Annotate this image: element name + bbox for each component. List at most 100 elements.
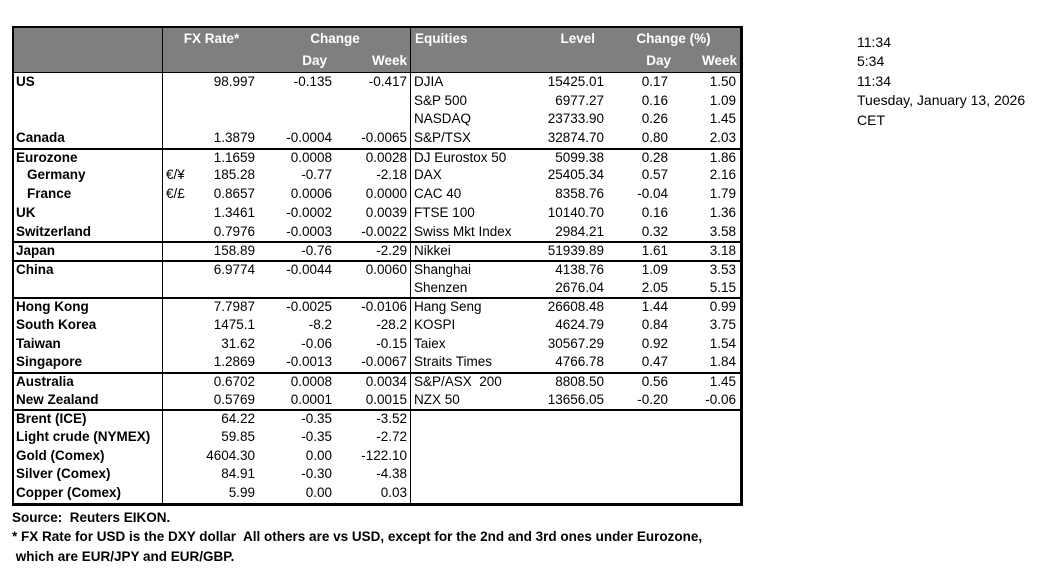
equity-day-change bbox=[607, 465, 673, 484]
equity-day-change bbox=[607, 411, 673, 428]
equity-day-change bbox=[607, 447, 673, 466]
equity-day-change: 1.61 bbox=[641, 243, 668, 259]
equity-name: Swiss Mkt Index bbox=[410, 222, 523, 242]
country bbox=[14, 110, 162, 129]
table-row: Gold (Comex) 4604.30 0.00 -122.10 bbox=[14, 446, 740, 466]
fx-rate-value: 185.28 bbox=[213, 167, 255, 183]
table-row: Brent (ICE) 64.22 -0.35 -3.52 bbox=[14, 409, 740, 429]
equity-day-change: 1.44 bbox=[641, 299, 668, 315]
header-change-pct: Change (%) bbox=[636, 31, 711, 46]
fx-week-change: 0.0000 bbox=[365, 186, 407, 202]
equity-day-change: 0.28 bbox=[641, 149, 668, 165]
country: US bbox=[16, 74, 35, 89]
fx-day-change: -0.0003 bbox=[286, 223, 332, 239]
equity-week-change: 1.45 bbox=[709, 111, 736, 127]
table-header: FX Rate* Change Equities Level Change (%… bbox=[14, 28, 740, 73]
fx-pair-symbol bbox=[162, 353, 198, 372]
equity-week-change bbox=[673, 428, 740, 447]
country: Taiwan bbox=[16, 335, 61, 351]
fx-day-change: -0.30 bbox=[301, 466, 332, 482]
market-table: FX Rate* Change Equities Level Change (%… bbox=[12, 26, 743, 506]
fx-rate-value bbox=[198, 110, 260, 129]
fx-pair-symbol bbox=[162, 278, 198, 298]
fx-rate-value: 84.91 bbox=[221, 466, 255, 482]
fx-day-change: 0.0006 bbox=[290, 186, 332, 202]
fx-rate-value: 98.997 bbox=[213, 74, 255, 89]
fx-rate-value: 6.9774 bbox=[213, 261, 255, 277]
equity-name: CAC 40 bbox=[410, 185, 523, 204]
header-eq-day: Day bbox=[646, 53, 671, 68]
fx-day-change bbox=[260, 279, 334, 298]
fx-rate-value: 0.5769 bbox=[213, 391, 255, 407]
fx-rate-value: 4604.30 bbox=[206, 447, 255, 463]
table-row: Japan 158.89 -0.76 -2.29 Nikkei 51939.89 1.61 3… bbox=[14, 241, 740, 260]
equity-name: FTSE 100 bbox=[410, 203, 523, 223]
equity-day-change: 0.32 bbox=[641, 223, 668, 239]
fx-pair-symbol: €/¥ bbox=[162, 166, 198, 186]
equity-name: Shenzen bbox=[410, 278, 523, 298]
fx-day-change: -8.2 bbox=[308, 316, 332, 332]
fx-week-change bbox=[334, 110, 410, 129]
fx-pair-symbol bbox=[162, 484, 198, 503]
fx-week-change: -0.0022 bbox=[361, 223, 407, 239]
equity-name: Hang Seng bbox=[410, 299, 523, 316]
country: Copper (Comex) bbox=[16, 485, 122, 501]
country: Germany bbox=[27, 167, 86, 183]
equity-week-change bbox=[673, 411, 740, 428]
header-fx-rate: FX Rate* bbox=[162, 28, 260, 50]
country: Japan bbox=[16, 243, 56, 259]
equity-name: NASDAQ bbox=[410, 110, 523, 130]
equity-week-change: 2.16 bbox=[709, 167, 736, 183]
table-row: Singapore 1.2869 -0.0013 -0.0067 Straits Tim… bbox=[14, 353, 740, 372]
table-row: Hong Kong 7.7987 -0.0025 -0.0106 Hang Seng 26… bbox=[14, 297, 740, 316]
fx-week-change bbox=[334, 279, 410, 298]
fx-day-change bbox=[260, 110, 334, 129]
equity-week-change: 1.09 bbox=[709, 92, 736, 108]
fx-day-change: 0.0008 bbox=[290, 149, 332, 165]
equity-name: DJIA bbox=[410, 73, 523, 92]
country: Silver (Comex) bbox=[16, 466, 111, 482]
fx-day-change: -0.0044 bbox=[286, 261, 332, 277]
fx-day-change: -0.35 bbox=[301, 411, 332, 427]
fx-pair-symbol bbox=[162, 73, 198, 92]
fx-week-change: 0.0039 bbox=[365, 204, 407, 220]
source-line: Source: Reuters EIKON. bbox=[12, 510, 171, 525]
equity-week-change: 0.99 bbox=[709, 299, 736, 315]
table-row: Canada 1.3879 -0.0004 -0.0065 S&P/TSX 32874.7… bbox=[14, 129, 740, 148]
equity-name bbox=[410, 411, 523, 429]
fx-rate-value: 1475.1 bbox=[213, 316, 255, 332]
equity-name: Shanghai bbox=[410, 261, 523, 279]
fx-pair-symbol: €/£ bbox=[162, 185, 198, 204]
equity-level: 13656.05 bbox=[547, 391, 604, 407]
equity-day-change: 0.57 bbox=[641, 167, 668, 183]
table-row: France €/£ 0.8657 0.0006 0.0000 CAC 40 8358.76… bbox=[14, 185, 740, 204]
equity-week-change bbox=[673, 465, 740, 484]
timestamp-line: 11:34 bbox=[857, 34, 891, 50]
equity-day-change: 0.84 bbox=[641, 316, 668, 332]
fx-week-change: 0.0060 bbox=[365, 261, 407, 277]
equity-level: 30567.29 bbox=[547, 335, 604, 351]
fx-day-change: -0.0013 bbox=[286, 354, 332, 370]
equity-week-change: 2.03 bbox=[709, 130, 736, 146]
equity-level: 8358.76 bbox=[555, 186, 604, 202]
equity-name: DAX bbox=[410, 166, 523, 186]
fx-week-change: 0.0034 bbox=[365, 374, 407, 389]
fx-week-change: -122.10 bbox=[361, 447, 407, 463]
equity-level: 4138.76 bbox=[555, 261, 604, 277]
footnote-line: which are EUR/JPY and EUR/GBP. bbox=[12, 548, 235, 564]
footnotes: Source: Reuters EIKON. * FX Rate for USD… bbox=[12, 508, 702, 566]
fx-week-change: -28.2 bbox=[376, 316, 407, 332]
fx-pair-symbol bbox=[162, 261, 198, 279]
fx-day-change: -0.0025 bbox=[286, 299, 332, 315]
header-fx-day: Day bbox=[302, 53, 327, 68]
table-row: Light crude (NYMEX) 59.85 -0.35 -2.72 bbox=[14, 428, 740, 447]
equity-day-change bbox=[607, 428, 673, 447]
fx-rate-value: 0.6702 bbox=[213, 374, 255, 389]
fx-day-change: -0.0002 bbox=[286, 204, 332, 220]
fx-pair-symbol bbox=[162, 446, 198, 466]
header-change: Change bbox=[310, 31, 360, 46]
header-fx-week: Week bbox=[371, 53, 407, 68]
fx-pair-symbol bbox=[162, 390, 198, 410]
country: Singapore bbox=[16, 354, 83, 370]
fx-week-change: -2.29 bbox=[376, 243, 407, 259]
